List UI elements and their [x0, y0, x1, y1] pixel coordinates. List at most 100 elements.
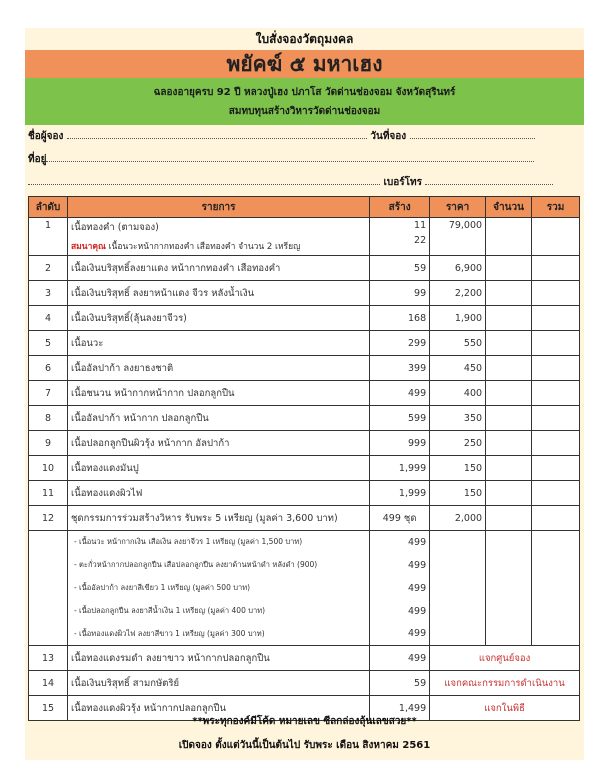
- date-field[interactable]: [409, 125, 535, 139]
- price: 550: [429, 330, 487, 356]
- quantity-cell[interactable]: [485, 255, 533, 281]
- built-count: 499: [369, 645, 431, 671]
- name-field[interactable]: [66, 125, 367, 139]
- built-count: 499: [369, 599, 431, 623]
- total-cell[interactable]: [531, 530, 580, 554]
- set-item-row: - เนื้อปลอกลูกปืน ลงยาสีน้ำเงิน 1 เหรียญ…: [28, 599, 580, 623]
- bonus-built-count: 22: [414, 235, 427, 246]
- address-field[interactable]: [46, 148, 535, 162]
- total-cell[interactable]: [531, 280, 580, 306]
- total-cell[interactable]: [531, 599, 580, 623]
- name-label: ชื่อผู้จอง: [28, 131, 64, 142]
- address-label: ที่อยู่: [28, 154, 47, 165]
- total-cell[interactable]: [531, 430, 580, 456]
- total-cell[interactable]: [531, 255, 580, 281]
- table-row: 2 เนื้อเงินบริสุทธิ์ลงยาแดง หน้ากากทองคำ …: [28, 255, 580, 281]
- quantity-cell[interactable]: [485, 553, 533, 577]
- quantity-cell[interactable]: [485, 330, 533, 356]
- header-price: ราคา: [429, 196, 487, 218]
- built-count: 599: [369, 405, 431, 431]
- address-field-2[interactable]: [28, 171, 380, 185]
- built-count: 1,499: [369, 695, 431, 721]
- quantity-cell[interactable]: [485, 455, 533, 481]
- form-title: ใบสั่งจองวัตถุมงคล: [255, 32, 354, 46]
- set-item-name: - เนื้อทองแดงผิวไฟ ลงยาสีขาว 1 เหรียญ (ม…: [66, 622, 371, 646]
- row-number-empty: [28, 553, 68, 577]
- total-cell[interactable]: [531, 330, 580, 356]
- row-number: 12: [28, 505, 68, 531]
- quantity-cell[interactable]: [485, 380, 533, 406]
- subtitle-1: ฉลองอายุครบ 92 ปี หลวงปู่เฮง ปภาโส วัดด่…: [153, 87, 456, 98]
- built-count: 399: [369, 355, 431, 381]
- header-total: รวม: [531, 196, 580, 218]
- total-cell[interactable]: [531, 622, 580, 646]
- header-built: สร้าง: [369, 196, 431, 218]
- built-count: 1,999: [369, 480, 431, 506]
- price-empty: [429, 599, 487, 623]
- item-name: เนื้อเงินบริสุทธิ์ลงยาแดง หน้ากากทองคำ เ…: [66, 255, 371, 281]
- item-name: เนื้อทองแดงผิวรุ้ง หน้ากากปลอกลูกปืน: [66, 695, 371, 721]
- total-cell[interactable]: [531, 217, 580, 256]
- quantity-cell[interactable]: [485, 480, 533, 506]
- phone-field[interactable]: [425, 171, 554, 185]
- total-cell[interactable]: [531, 380, 580, 406]
- quantity-cell[interactable]: [485, 355, 533, 381]
- quantity-cell[interactable]: [485, 576, 533, 600]
- row-number: 9: [28, 430, 68, 456]
- row-number: 6: [28, 355, 68, 381]
- row-number: 3: [28, 280, 68, 306]
- row-number: 1: [28, 217, 68, 256]
- item-cell: เนื้อทองคำ (ตามจอง) สมนาคุณ เนื้อนวะหน้า…: [66, 217, 371, 256]
- subtitle-band: ฉลองอายุครบ 92 ปี หลวงปู่เฮง ปภาโส วัดด่…: [25, 78, 584, 125]
- total-cell[interactable]: [531, 355, 580, 381]
- table-row: 3 เนื้อเงินบริสุทธิ์ ลงยาหน้าแดง จีวร หลั…: [28, 280, 580, 306]
- row-number: 5: [28, 330, 68, 356]
- price: 450: [429, 355, 487, 381]
- total-cell[interactable]: [531, 505, 580, 531]
- main-title: พยัคฆ์ ๕ มหาเฮง: [25, 50, 584, 78]
- item-name: เนื้อชนวน หน้ากากหน้ากาก ปลอกลูกปืน: [66, 380, 371, 406]
- built-count: 499: [369, 380, 431, 406]
- quantity-cell[interactable]: [485, 530, 533, 554]
- quantity-cell[interactable]: [485, 405, 533, 431]
- quantity-cell[interactable]: [485, 280, 533, 306]
- set-item-name: - เนื้อนวะ หน้ากากเงิน เสือเงิน ลงยาจีวร…: [66, 530, 371, 554]
- set-item-name: - เนื้ออัลปาก้า ลงยาสีเขียว 1 เหรียญ (มู…: [66, 576, 371, 600]
- row-number: 8: [28, 405, 68, 431]
- quantity-cell[interactable]: [485, 622, 533, 646]
- price: 250: [429, 430, 487, 456]
- row-number-empty: [28, 530, 68, 554]
- total-cell[interactable]: [531, 553, 580, 577]
- quantity-cell[interactable]: [485, 505, 533, 531]
- total-cell[interactable]: [531, 305, 580, 331]
- table-row: 9 เนื้อปลอกลูกปืนผิวรุ้ง หน้ากาก อัลปาก้า…: [28, 430, 580, 456]
- total-cell[interactable]: [531, 405, 580, 431]
- price: 150: [429, 480, 487, 506]
- date-label: วันที่จอง: [370, 131, 407, 142]
- item-name: เนื้ออัลปาก้า ลงยาธงชาติ: [66, 355, 371, 381]
- row-number: 13: [28, 645, 68, 671]
- total-cell[interactable]: [531, 455, 580, 481]
- subtitle-2: สมทบทุนสร้างวิหารวัดด่านช่องจอม: [228, 106, 381, 117]
- bonus-item: เนื้อนวะหน้ากากทองคำ เสือทองคำ จำนวน 2 เ…: [108, 242, 301, 252]
- price-empty: [429, 622, 487, 646]
- quantity-cell[interactable]: [485, 599, 533, 623]
- built-count: 499: [369, 553, 431, 577]
- built-count: 499: [369, 530, 431, 554]
- address-phone-line: เบอร์โทร: [25, 171, 584, 194]
- quantity-cell[interactable]: [485, 305, 533, 331]
- quantity-cell[interactable]: [485, 217, 533, 256]
- bonus-label: สมนาคุณ: [70, 242, 106, 252]
- row-number-empty: [28, 576, 68, 600]
- table-row: 6 เนื้ออัลปาก้า ลงยาธงชาติ 399 450: [28, 355, 580, 381]
- price: 350: [429, 405, 487, 431]
- name-date-line: ชื่อผู้จอง วันที่จอง: [25, 125, 584, 148]
- footer-booking: เปิดจอง ตั้งแต่วันนี้เป็นต้นไป รับพระ เด…: [178, 740, 431, 751]
- phone-label: เบอร์โทร: [383, 177, 422, 188]
- total-cell[interactable]: [531, 480, 580, 506]
- total-cell[interactable]: [531, 576, 580, 600]
- quantity-cell[interactable]: [485, 430, 533, 456]
- item-name: ชุดกรรมการร่วมสร้างวิหาร รับพระ 5 เหรียญ…: [66, 505, 371, 531]
- row-number: 11: [28, 480, 68, 506]
- built-count: 168: [369, 305, 431, 331]
